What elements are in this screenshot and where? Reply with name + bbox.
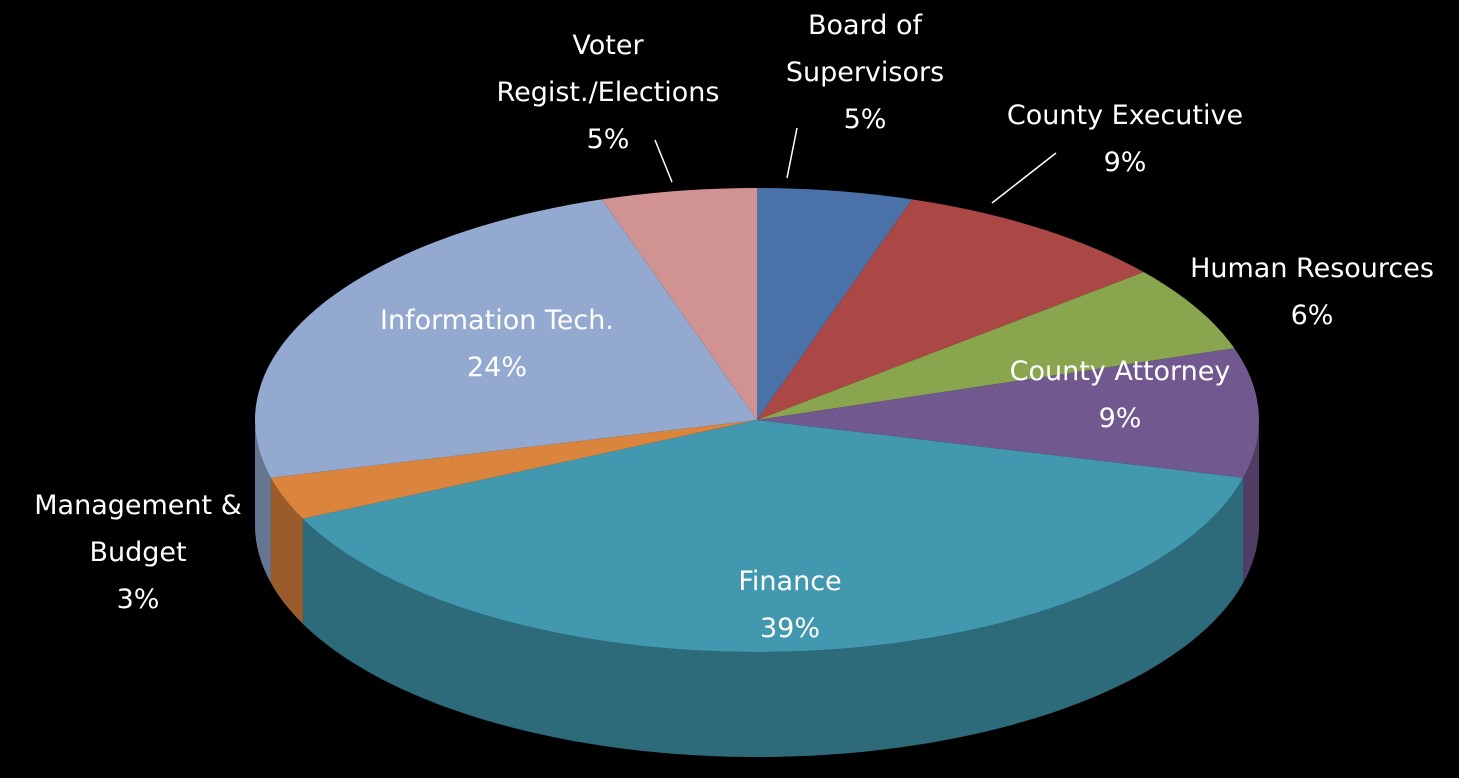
slice	[270, 420, 757, 519]
slice-side	[302, 477, 1244, 757]
slice	[757, 199, 1144, 420]
slice-side-shade	[255, 420, 271, 583]
value-label: 39%	[759, 613, 821, 644]
data-label: Finance 39%	[738, 558, 841, 652]
leader-line	[991, 152, 1057, 204]
slice-side	[255, 420, 271, 583]
slice	[757, 188, 913, 420]
pie-sides	[255, 420, 1259, 757]
slice-side-shade	[1243, 420, 1259, 583]
category-label: County Attorney	[1009, 356, 1231, 387]
data-label: Human Resources 6%	[1190, 245, 1434, 339]
slice-side	[270, 477, 303, 624]
pie-tops	[255, 188, 1259, 652]
slice-side-shade	[302, 477, 1244, 757]
category-label: Information Tech.	[380, 305, 614, 336]
data-label: Voter Regist./Elections 5%	[483, 22, 733, 163]
category-label: Board of Supervisors	[785, 10, 945, 88]
slice	[302, 420, 1244, 652]
slice	[757, 272, 1235, 420]
category-label: Voter Regist./Elections	[496, 30, 720, 108]
category-label: Management & Budget	[34, 490, 242, 568]
slice-side-shade	[270, 477, 303, 624]
value-label: 9%	[1103, 147, 1147, 178]
category-label: Finance	[738, 566, 842, 597]
value-label: 9%	[1098, 403, 1142, 434]
category-label: County Executive	[1006, 100, 1244, 131]
data-label: Board of Supervisors 5%	[765, 2, 965, 143]
leader-line	[654, 139, 673, 183]
leader-line	[786, 127, 798, 179]
slice	[601, 188, 757, 420]
leader-lines	[654, 127, 1057, 204]
value-label: 5%	[586, 124, 630, 155]
value-label: 5%	[843, 104, 887, 135]
category-label: Human Resources	[1190, 253, 1434, 284]
slice	[757, 348, 1259, 478]
data-label: Information Tech. 24%	[380, 297, 614, 391]
value-label: 24%	[466, 352, 527, 383]
value-label: 6%	[1290, 300, 1334, 331]
data-label: County Executive 9%	[1007, 92, 1243, 186]
data-label: Management & Budget 3%	[8, 482, 268, 623]
data-label: County Attorney 9%	[1010, 348, 1231, 442]
slice	[255, 199, 757, 478]
value-label: 3%	[116, 584, 160, 615]
slice-side	[1243, 420, 1259, 583]
